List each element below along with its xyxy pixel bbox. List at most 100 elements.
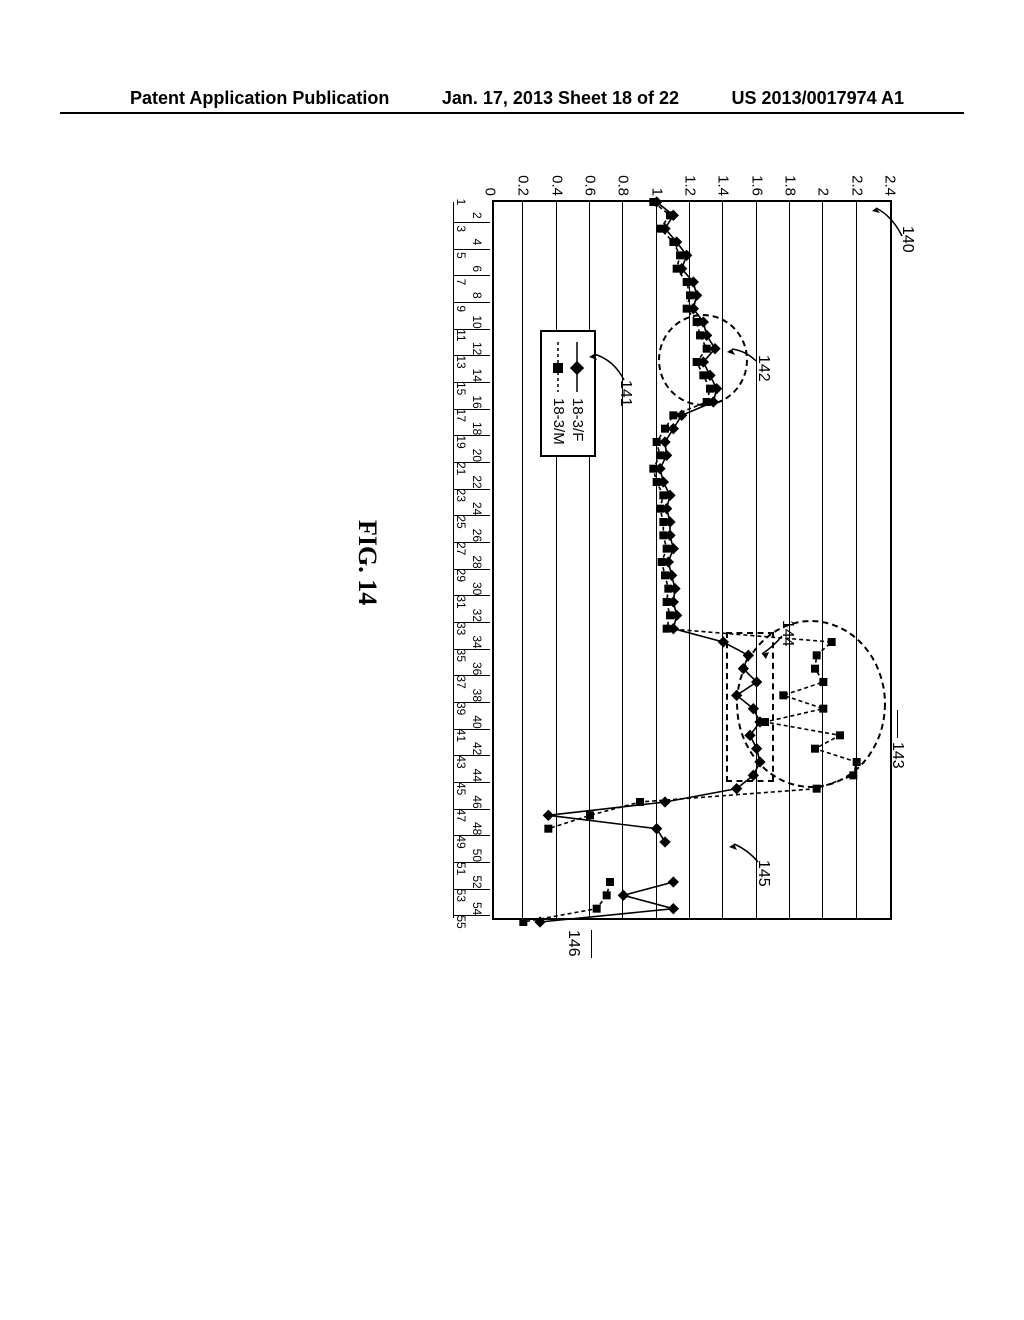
xtick-label: 20: [470, 449, 484, 462]
xtick-label: 53: [454, 889, 468, 902]
xtick-label: 36: [470, 662, 484, 675]
xtick-label: 49: [454, 835, 468, 848]
callout-144: 144: [778, 620, 796, 647]
ytick-label: 2.4: [882, 158, 899, 196]
legend-swatch-m: [552, 342, 566, 392]
xtick-label: 50: [470, 849, 484, 862]
ytick-label: 0.2: [515, 158, 532, 196]
callout-143-label: 143: [889, 742, 906, 769]
xtick-label: 39: [454, 702, 468, 715]
xtick-label: 23: [454, 489, 468, 502]
callout-145: 145: [754, 860, 772, 887]
xtick-label: 54: [470, 902, 484, 915]
xtick-label: 31: [454, 595, 468, 608]
xtick-separator: [454, 302, 490, 303]
gridline: [556, 202, 557, 918]
xtick-label: 40: [470, 715, 484, 728]
legend-label-m: 18-3/M: [550, 398, 567, 445]
gridline: [622, 202, 623, 918]
xtick-label: 52: [470, 875, 484, 888]
xtick-label: 33: [454, 622, 468, 635]
callout-142-leader: [726, 349, 756, 389]
xtick-label: 38: [470, 689, 484, 702]
xtick-label: 28: [470, 555, 484, 568]
ytick-label: 1.6: [748, 158, 765, 196]
callout-142: 142: [754, 355, 772, 382]
callout-140-leader: [872, 206, 902, 246]
page-header: Patent Application Publication Jan. 17, …: [0, 88, 1024, 109]
xtick-separator: [454, 275, 490, 276]
xtick-label: 27: [454, 542, 468, 555]
xtick-label: 15: [454, 382, 468, 395]
xtick-label: 10: [470, 315, 484, 328]
header-left: Patent Application Publication: [130, 88, 389, 109]
gridline: [789, 202, 790, 918]
xtick-label: 3: [454, 225, 468, 232]
xtick-label: 25: [454, 515, 468, 528]
xtick-label: 24: [470, 502, 484, 515]
header-rule: [60, 112, 964, 114]
xtick-label: 16: [470, 395, 484, 408]
xtick-label: 47: [454, 809, 468, 822]
ytick-label: 0.6: [582, 158, 599, 196]
xtick-label: 55: [454, 915, 468, 928]
chart-plot-area: 00.20.40.60.811.21.41.61.822.22.41234567…: [492, 200, 892, 920]
ytick-label: 1.4: [715, 158, 732, 196]
ytick-label: 1.8: [782, 158, 799, 196]
xtick-label: 2: [470, 212, 484, 219]
xtick-label: 44: [470, 769, 484, 782]
figure-caption: FIG. 14: [352, 520, 382, 605]
xtick-label: 11: [454, 329, 468, 341]
xtick-label: 45: [454, 782, 468, 795]
xtick-separator: [454, 222, 490, 223]
legend-swatch-f: [571, 342, 585, 392]
ytick-label: 2: [815, 158, 832, 196]
gridline: [722, 202, 723, 918]
series-18-3/M: [490, 202, 890, 922]
callout-146-label: 146: [565, 930, 582, 957]
xtick-label: 7: [454, 279, 468, 286]
xtick-label: 35: [454, 649, 468, 662]
xtick-label: 1: [454, 199, 468, 206]
xtick-label: 41: [454, 729, 468, 742]
header-right: US 2013/0017974 A1: [732, 88, 904, 109]
xtick-label: 14: [470, 369, 484, 382]
xtick-label: 21: [454, 462, 468, 475]
xtick-label: 34: [470, 635, 484, 648]
chart-container: 00.20.40.60.811.21.41.61.822.22.41234567…: [0, 150, 912, 950]
xtick-label: 46: [470, 795, 484, 808]
gridline: [756, 202, 757, 918]
xtick-label: 5: [454, 252, 468, 259]
xtick-label: 9: [454, 305, 468, 312]
gridline: [856, 202, 857, 918]
xtick-label: 8: [470, 292, 484, 299]
xtick-label: 51: [454, 862, 468, 875]
callout-142-label: 142: [755, 355, 772, 382]
xtick-label: 37: [454, 675, 468, 688]
callout-144-leader: [756, 636, 782, 666]
xtick-label: 6: [470, 265, 484, 272]
ytick-label: 0.4: [548, 158, 565, 196]
gridline: [689, 202, 690, 918]
ytick-label: 1: [648, 158, 665, 196]
xtick-label: 17: [454, 409, 468, 422]
legend-item-f: 18-3/F: [569, 342, 586, 445]
header-center: Jan. 17, 2013 Sheet 18 of 22: [442, 88, 679, 109]
ytick-label: 1.2: [682, 158, 699, 196]
xtick-label: 12: [470, 342, 484, 355]
xtick-label: 32: [470, 609, 484, 622]
series-18-3/F: [490, 202, 890, 922]
figure-14: 00.20.40.60.811.21.41.61.822.22.41234567…: [0, 150, 912, 950]
callout-141-leader: [588, 352, 628, 412]
gridline: [522, 202, 523, 918]
callout-141: 141: [616, 380, 634, 407]
ytick-label: 0.8: [615, 158, 632, 196]
xtick-label: 48: [470, 822, 484, 835]
gridline: [822, 202, 823, 918]
xtick-label: 42: [470, 742, 484, 755]
legend-item-m: 18-3/M: [550, 342, 567, 445]
gridline: [656, 202, 657, 918]
xtick-label: 29: [454, 569, 468, 582]
xtick-label: 43: [454, 755, 468, 768]
legend-label-f: 18-3/F: [569, 398, 586, 441]
